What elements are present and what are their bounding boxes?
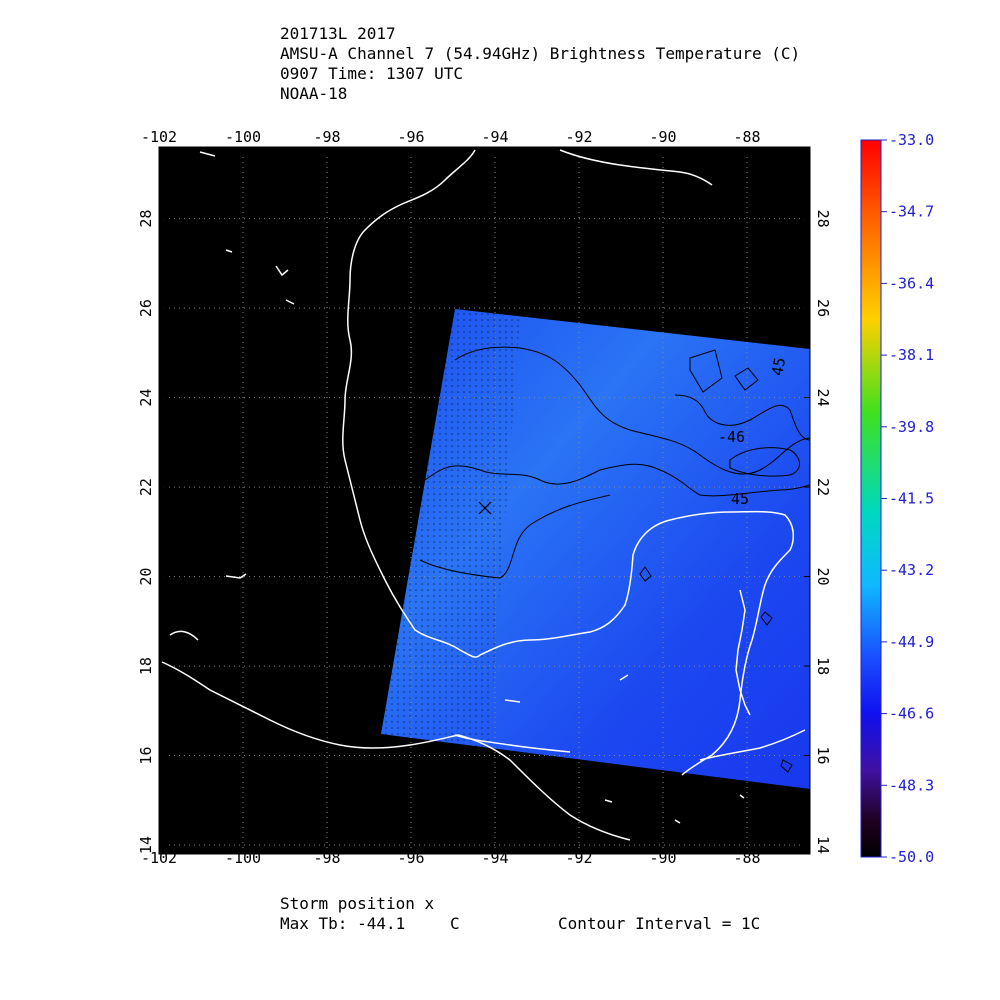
contour-interval-label: Contour Interval = 1C [558,914,761,933]
map-border [158,146,811,855]
lat-tick-label: 14 [137,836,155,854]
lat-tick-label: 20 [137,568,155,586]
colorbar-label: -41.5 [889,490,934,508]
coastlines [161,149,806,841]
colorbar-label: -48.3 [889,776,934,794]
lat-tick-label: 22 [137,478,155,496]
colorbar [860,139,882,858]
lon-tick-label: -96 [397,849,424,867]
colorbar-label: -39.8 [889,418,934,436]
contour-label: 45 [768,356,789,377]
lon-tick-label: -98 [313,128,340,146]
product-title: AMSU-A Channel 7 (54.94GHz) Brightness T… [280,44,801,63]
lat-tick-label: 26 [137,299,155,317]
colorbar-label: -36.4 [889,274,934,292]
lat-tick-label: 24 [137,389,155,407]
contour-label: -46 [718,428,745,446]
lon-tick-label: -102 [141,128,177,146]
lon-tick-label: -90 [649,128,676,146]
lat-tick-label: 20 [814,568,832,586]
lat-tick-label: 16 [137,747,155,765]
max-tb-unit: C [450,914,460,933]
max-tb-label: Max Tb: -44.1 [280,914,406,933]
lat-tick-label: 14 [814,836,832,854]
lon-tick-label: -88 [733,128,760,146]
lon-tick-label: -94 [481,128,508,146]
lat-tick-label: 16 [814,747,832,765]
storm-id-title: 201713L 2017 [280,24,396,43]
colorbar-label: -34.7 [889,203,934,221]
lon-tick-label: -92 [565,128,592,146]
lat-tick-label: 26 [814,299,832,317]
lon-tick-label: -98 [313,849,340,867]
limb-dots-overlay [381,309,520,760]
lat-tick-label: 28 [814,210,832,228]
colorbar-label: -44.9 [889,633,934,651]
colorbar-label: -43.2 [889,561,934,579]
lon-tick-label: -90 [649,849,676,867]
time-title: 0907 Time: 1307 UTC [280,64,464,83]
storm-position-legend: Storm position x [280,894,435,913]
colorbar-label: -50.0 [889,848,934,866]
lat-tick-label: 28 [137,210,155,228]
lon-tick-label: -102 [141,849,177,867]
colorbar-label: -38.1 [889,346,934,364]
lon-tick-label: -94 [481,849,508,867]
lat-tick-label: 22 [814,478,832,496]
colorbar-label: -33.0 [889,131,934,149]
contour-lines [419,346,810,773]
lon-tick-label: -100 [225,849,261,867]
lon-tick-label: -92 [565,849,592,867]
satellite-title: NOAA-18 [280,84,348,103]
colorbar-ticks: -33.0 -34.7 -36.4 -38.1 -39.8 -41.5 -43.2 -44.9… [881,131,934,866]
lat-tick-label: 18 [137,657,155,675]
contour-label: 45 [731,490,749,508]
lat-tick-label: 18 [814,657,832,675]
lon-tick-label: -100 [225,128,261,146]
colorbar-label: -46.6 [889,705,934,723]
lat-tick-label: 24 [814,389,832,407]
lon-tick-label: -96 [397,128,424,146]
map-axes: -102 -102 -100 -100 -98 -98 -96 -96 -94 -94 -92 -92… [137,128,832,867]
lon-tick-label: -88 [733,849,760,867]
storm-marker [478,501,492,515]
